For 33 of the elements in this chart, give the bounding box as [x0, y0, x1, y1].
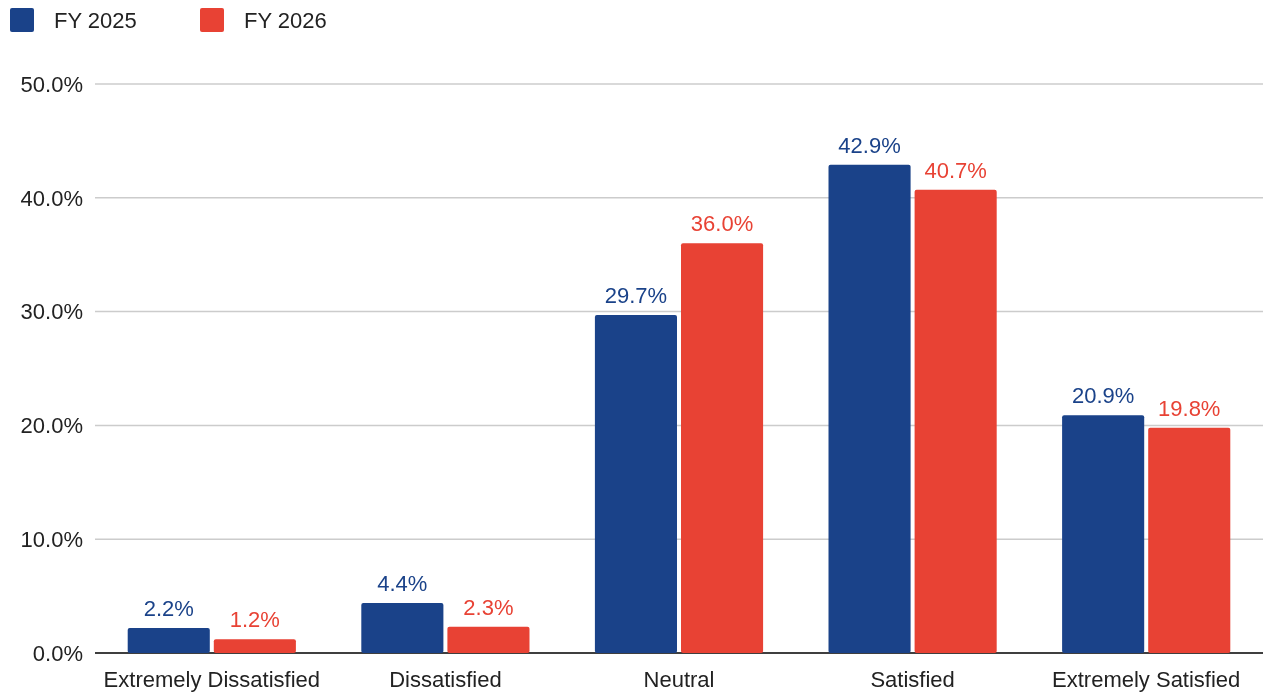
data-label: 36.0%: [690, 211, 754, 237]
y-tick-label: 10.0%: [20, 526, 83, 552]
bar: [594, 315, 677, 653]
bar: [1062, 415, 1145, 653]
y-tick-label: 50.0%: [20, 71, 83, 97]
y-tick-label: 30.0%: [20, 299, 83, 325]
data-label: 29.7%: [604, 283, 668, 309]
data-label: 4.4%: [377, 570, 428, 596]
data-label: 42.9%: [838, 132, 901, 158]
legend-label: FY 2026: [244, 7, 327, 33]
x-tick-label: Satisfied: [870, 667, 955, 692]
data-label: 1.2%: [229, 607, 280, 633]
y-tick-label: 20.0%: [20, 413, 83, 439]
x-tick-label: Extremely Dissatisfied: [103, 667, 320, 692]
y-tick-label: 0.0%: [32, 640, 83, 666]
x-tick-label: Dissatisfied: [389, 667, 502, 692]
legend-label: FY 2025: [54, 7, 137, 33]
bar: [127, 627, 210, 653]
data-label: 2.2%: [143, 595, 194, 621]
x-tick-label: Extremely Satisfied: [1052, 667, 1241, 692]
data-label: 40.7%: [924, 157, 987, 183]
bar: [681, 243, 764, 653]
y-tick-label: 40.0%: [20, 185, 83, 211]
bar: [361, 602, 444, 653]
bar: [447, 626, 530, 653]
data-label: 20.9%: [1071, 383, 1135, 409]
data-label: 2.3%: [463, 594, 514, 620]
data-label: 19.8%: [1158, 395, 1221, 421]
x-tick-label: Neutral: [643, 667, 715, 692]
bar: [828, 164, 911, 653]
bar: [213, 639, 296, 653]
bar: [914, 189, 997, 653]
bar: [1148, 427, 1231, 653]
